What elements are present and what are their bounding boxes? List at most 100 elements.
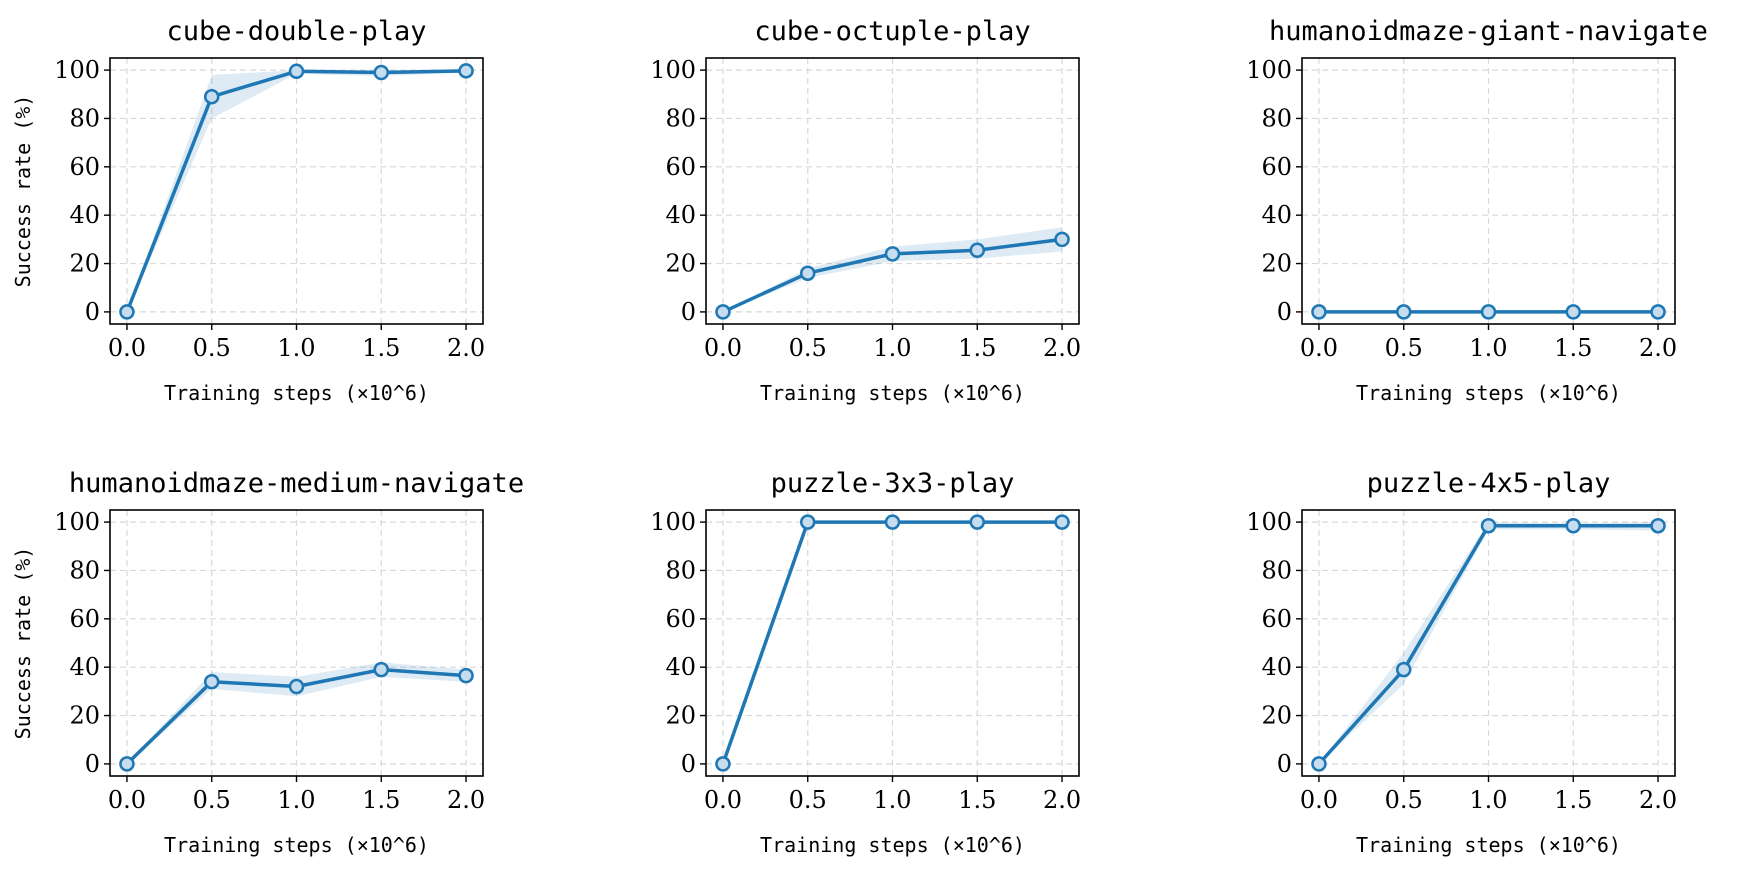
chart-title: puzzle-4x5-play (1367, 468, 1611, 499)
y-tick-label: 0 (681, 298, 696, 326)
subplot-0: 0 20 40 60 80 100 0.0 0.5 1.0 1.5 2.0 cube-double-p… (11, 16, 485, 405)
data-point (458, 667, 474, 684)
subplot-1: 0 20 40 60 80 100 0.0 0.5 1.0 1.5 2.0 cube-octuple-… (650, 16, 1081, 405)
y-tick-label: 100 (1246, 508, 1292, 536)
y-tick-label: 80 (1261, 104, 1292, 132)
data-point (969, 242, 986, 258)
data-point (203, 673, 220, 690)
y-tick-label: 20 (665, 702, 696, 730)
y-tick-label: 0 (85, 750, 100, 778)
x-tick-label: 0.0 (1300, 334, 1338, 362)
x-axis-label: Training steps (×10^6) (760, 833, 1025, 857)
x-tick-label: 0.0 (108, 786, 146, 814)
x-tick-label: 2.0 (447, 334, 485, 362)
data-point (799, 265, 816, 281)
data-point (373, 661, 390, 678)
y-tick-label: 80 (1261, 556, 1292, 584)
subplot-5: 0 20 40 60 80 100 0.0 0.5 1.0 1.5 2.0 puzzle-4x5-pl… (1246, 468, 1677, 857)
x-tick-label: 2.0 (447, 786, 485, 814)
y-axis-label: Success rate (%) (11, 547, 35, 740)
data-point (1480, 517, 1497, 534)
x-tick-label: 0.5 (789, 786, 827, 814)
data-point (119, 756, 135, 772)
data-point (119, 304, 135, 320)
x-axis-label: Training steps (×10^6) (164, 381, 429, 405)
data-point (884, 246, 901, 262)
y-tick-label: 80 (665, 104, 696, 132)
x-tick-label: 0.5 (1385, 786, 1423, 814)
y-tick-label: 20 (69, 250, 100, 278)
y-tick-label: 40 (1261, 653, 1292, 681)
y-tick-label: 80 (69, 104, 100, 132)
chart-title: puzzle-3x3-play (771, 468, 1015, 499)
data-point (373, 64, 390, 81)
x-tick-label: 0.0 (704, 786, 742, 814)
x-tick-label: 0.0 (108, 334, 146, 362)
chart-title: cube-double-play (166, 16, 426, 47)
y-tick-label: 60 (69, 605, 100, 633)
y-tick-label: 80 (69, 556, 100, 584)
y-tick-label: 60 (1261, 153, 1292, 181)
y-tick-label: 60 (665, 153, 696, 181)
y-tick-label: 100 (650, 508, 696, 536)
x-tick-label: 0.0 (704, 334, 742, 362)
data-point (288, 63, 305, 80)
x-tick-label: 1.5 (958, 786, 996, 814)
y-tick-label: 0 (1277, 750, 1292, 778)
x-tick-label: 0.5 (1385, 334, 1423, 362)
x-tick-label: 1.5 (958, 334, 996, 362)
x-axis-label: Training steps (×10^6) (164, 833, 429, 857)
x-tick-label: 1.0 (277, 334, 315, 362)
y-tick-label: 0 (85, 298, 100, 326)
y-tick-label: 60 (69, 153, 100, 181)
data-point (203, 88, 220, 105)
subplot-3: 0 20 40 60 80 100 0.0 0.5 1.0 1.5 2.0 humanoidmaze-… (11, 468, 524, 857)
y-tick-label: 20 (665, 250, 696, 278)
y-tick-label: 60 (665, 605, 696, 633)
y-tick-label: 40 (665, 201, 696, 229)
x-tick-label: 0.5 (789, 334, 827, 362)
data-point (288, 678, 305, 695)
x-tick-label: 1.0 (873, 334, 911, 362)
data-point (1650, 517, 1666, 534)
y-tick-label: 40 (665, 653, 696, 681)
y-tick-label: 40 (69, 653, 100, 681)
y-tick-label: 40 (69, 201, 100, 229)
x-tick-label: 1.5 (1554, 334, 1592, 362)
x-axis-label: Training steps (×10^6) (760, 381, 1025, 405)
y-tick-label: 60 (1261, 605, 1292, 633)
y-tick-label: 20 (1261, 702, 1292, 730)
data-point (1395, 661, 1412, 678)
data-point (458, 63, 474, 79)
data-point (715, 304, 731, 320)
data-point (1054, 514, 1070, 530)
x-axis-label: Training steps (×10^6) (1356, 381, 1621, 405)
data-point (969, 514, 986, 530)
data-point (1311, 756, 1327, 772)
x-tick-label: 1.0 (1469, 786, 1507, 814)
data-point (1650, 304, 1666, 320)
x-tick-label: 1.5 (1554, 786, 1592, 814)
data-point (1480, 304, 1497, 320)
y-tick-label: 80 (665, 556, 696, 584)
x-tick-label: 1.5 (362, 334, 400, 362)
x-tick-label: 1.0 (1469, 334, 1507, 362)
x-tick-label: 2.0 (1043, 786, 1081, 814)
y-tick-label: 40 (1261, 201, 1292, 229)
data-point (1565, 304, 1582, 320)
x-tick-label: 0.5 (193, 786, 231, 814)
y-tick-label: 0 (681, 750, 696, 778)
x-tick-label: 1.0 (277, 786, 315, 814)
y-axis-label: Success rate (%) (11, 95, 35, 288)
subplot-2: 0 20 40 60 80 100 0.0 0.5 1.0 1.5 2.0 humanoidmaze-… (1246, 16, 1708, 405)
x-tick-label: 1.0 (873, 786, 911, 814)
x-tick-label: 0.5 (193, 334, 231, 362)
x-tick-label: 2.0 (1639, 334, 1677, 362)
y-tick-label: 100 (1246, 56, 1292, 84)
data-point (1565, 517, 1582, 534)
chart-title: humanoidmaze-giant-navigate (1269, 16, 1708, 47)
data-point (1311, 304, 1327, 320)
data-point (1054, 231, 1070, 248)
chart-title: humanoidmaze-medium-navigate (69, 468, 524, 499)
y-tick-label: 100 (650, 56, 696, 84)
